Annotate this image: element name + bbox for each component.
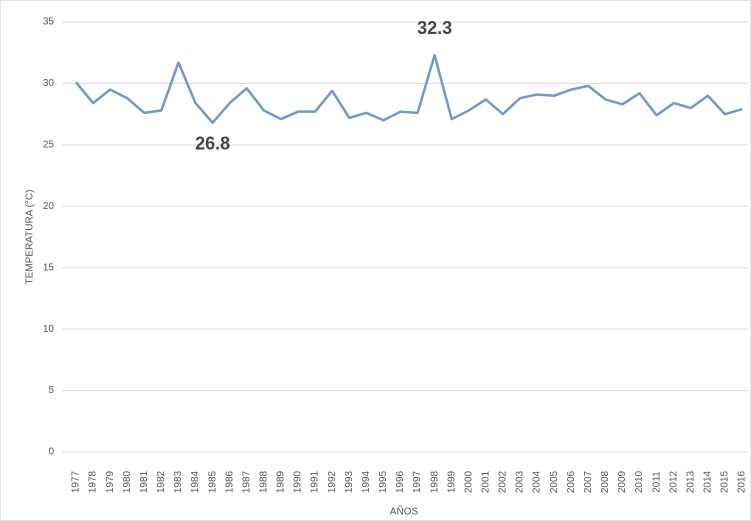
x-tick-label: 1981 [139,470,150,493]
x-tick-label: 2011 [651,471,662,493]
x-tick-label: 1997 [412,470,423,493]
x-tick-label: 2003 [515,470,526,493]
x-tick-label: 1978 [88,470,99,493]
x-tick-label: 1996 [395,470,406,493]
x-tick-label: 2006 [566,470,577,493]
y-tick-label: 5 [48,385,54,396]
x-tick-label: 1977 [71,470,82,493]
data-line [75,53,743,124]
x-tick-label: 1995 [378,470,389,493]
x-tick-label: 1983 [173,470,184,493]
x-tick-label: 2002 [498,470,509,493]
x-tick-label: 1998 [429,470,440,493]
y-tick-label: 25 [43,139,55,150]
x-tick-label: 1986 [224,470,235,493]
y-tick-label: 10 [43,324,55,335]
x-tick-label: 1980 [122,470,133,493]
y-tick-label: 35 [43,17,55,28]
x-tick-label: 2015 [720,470,731,493]
x-tick-label: 2010 [634,470,645,493]
x-tick-label: 2016 [737,470,748,493]
x-tick-label: 2005 [549,470,560,493]
x-tick-label: 1984 [190,470,201,493]
x-tick-label: 1982 [156,470,167,493]
data-label: 32.3 [417,18,452,38]
x-tick-label: 1991 [310,470,321,493]
y-axis-title: TEMPERATURA (°C) [25,190,36,285]
x-tick-label: 2009 [617,470,628,493]
x-tick-label: 1979 [105,470,116,493]
x-tick-label: 1987 [241,470,252,493]
x-tick-label: 1999 [446,470,457,493]
data-label: 26.8 [195,133,230,153]
x-tick-label: 2004 [532,470,543,493]
x-tick-label: 2013 [685,470,696,493]
x-tick-label: 1988 [258,470,269,493]
x-axis-title: AÑOS [390,505,419,518]
x-tick-label: 2008 [600,470,611,493]
x-tick-label: 2014 [702,470,713,493]
x-tick-label: 2007 [583,470,594,493]
x-tick-label: 2000 [463,470,474,493]
x-tick-label: 1990 [293,470,304,493]
y-tick-label: 15 [43,262,55,273]
x-tick-label: 2001 [480,470,491,493]
y-tick-label: 20 [43,201,55,212]
x-tick-label: 2012 [668,470,679,493]
x-tick-label: 1994 [361,470,372,493]
y-tick-label: 0 [48,447,54,458]
x-tick-label: 1992 [327,470,338,493]
y-tick-label: 30 [43,78,55,89]
x-tick-label: 1993 [344,470,355,493]
x-tick-label: 1985 [207,470,218,493]
x-tick-label: 1989 [276,470,287,493]
